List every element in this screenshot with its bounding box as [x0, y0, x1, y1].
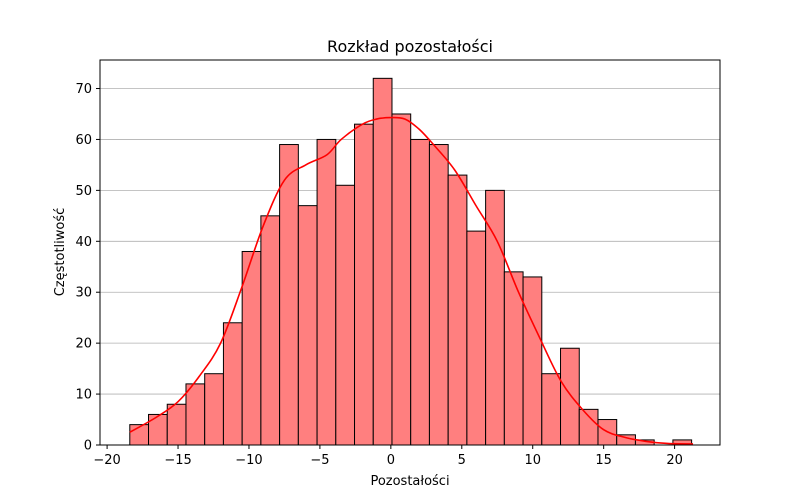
y-tick-label: 0	[84, 439, 92, 454]
histogram-bar	[260, 215, 281, 446]
histogram-bar	[148, 413, 168, 446]
histogram-bar	[541, 373, 562, 446]
histogram-bar	[410, 138, 430, 446]
x-axis: −20 −15 −10 −5 0 5 10 15 20	[93, 445, 683, 468]
histogram-bar	[578, 408, 599, 446]
y-tick-label: 10	[75, 388, 92, 403]
x-tick-label: 20	[666, 453, 683, 468]
x-axis-label: Pozostałości	[370, 474, 449, 489]
x-tick-label: −5	[310, 453, 329, 468]
histogram-bar	[222, 322, 243, 446]
histogram-bar	[316, 138, 337, 446]
y-tick-label: 30	[75, 286, 92, 301]
kde-curve	[129, 116, 694, 445]
x-tick-label: 10	[524, 453, 541, 468]
y-axis-label: Częstotliwość	[53, 208, 68, 297]
bars-layer	[129, 77, 693, 446]
y-tick-label: 60	[75, 133, 92, 148]
histogram-bar	[522, 276, 543, 446]
histogram-bar	[279, 144, 299, 446]
y-tick-label: 20	[75, 337, 92, 352]
histogram-bar	[185, 383, 206, 446]
histogram-bar	[166, 403, 187, 446]
histogram-bar	[335, 184, 356, 446]
histogram-bar	[372, 77, 393, 446]
y-tick-label: 40	[75, 235, 92, 250]
histogram-bar	[354, 123, 374, 446]
y-axis: 0 10 20 30 40 50 60 70	[75, 82, 100, 454]
x-tick-label: −20	[93, 453, 120, 468]
chart-title: Rozkład pozostałości	[327, 37, 493, 56]
histogram-bar	[428, 144, 449, 446]
histogram-bar	[560, 347, 580, 446]
histogram-bar	[447, 174, 468, 446]
histogram-bar	[466, 230, 487, 446]
histogram-bar	[485, 189, 505, 446]
x-tick-label: 5	[458, 453, 466, 468]
x-tick-label: 15	[595, 453, 612, 468]
plot-frame	[99, 59, 721, 446]
y-tick-label: 50	[75, 184, 92, 199]
histogram-bar	[297, 205, 318, 446]
kde-layer	[129, 116, 694, 445]
x-tick-label: 0	[387, 453, 395, 468]
histogram-bar	[391, 113, 412, 446]
x-tick-label: −10	[235, 453, 262, 468]
histogram-bar	[204, 373, 224, 446]
x-tick-label: −15	[164, 453, 191, 468]
y-tick-label: 70	[75, 82, 92, 97]
